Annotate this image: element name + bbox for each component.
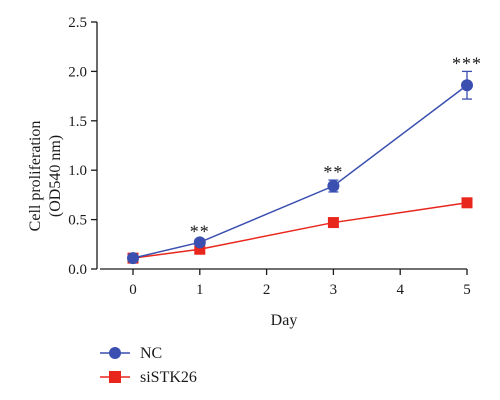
x-tick-label: 4 <box>396 282 404 298</box>
y-tick-label: 1.0 <box>68 163 87 179</box>
x-tick-label: 0 <box>129 282 137 298</box>
legend-item-sistk26: siSTK26 <box>100 369 197 386</box>
x-tick-label: 5 <box>463 282 471 298</box>
y-tick-label: 1.5 <box>68 114 87 130</box>
data-point-nc <box>127 252 139 265</box>
series-nc <box>127 70 473 265</box>
x-axis: 0 1 2 3 4 5 <box>100 268 471 298</box>
legend: NC siSTK26 <box>100 345 197 386</box>
data-point-nc <box>327 180 340 193</box>
data-point-nc <box>193 236 206 249</box>
y-axis: 0.0 0.5 1.0 1.5 2.0 2.5 <box>68 15 98 278</box>
series-layer <box>127 70 473 265</box>
series-sistk26 <box>127 197 473 264</box>
legend-sistk26-marker <box>109 371 121 383</box>
y-tick-label: 0.5 <box>68 213 87 229</box>
data-point-sistk26 <box>327 217 339 229</box>
x-axis-title: Day <box>271 312 298 329</box>
data-point-nc <box>461 79 473 92</box>
significance-label: *** <box>452 53 482 73</box>
significance-label: ** <box>323 162 343 182</box>
data-point-sistk26 <box>194 243 206 255</box>
legend-item-nc: NC <box>100 345 162 362</box>
y-axis-title-line1: Cell proliferation <box>27 121 44 232</box>
x-tick-label: 3 <box>330 282 338 298</box>
series-line-nc <box>132 84 468 259</box>
data-point-sistk26 <box>461 197 473 209</box>
y-axis-title-line2: (OD540 nm) <box>47 135 64 217</box>
significance-label: ** <box>190 221 210 241</box>
legend-nc-label: NC <box>140 345 162 362</box>
legend-sistk26-label: siSTK26 <box>140 369 197 386</box>
y-tick-label: 2.5 <box>68 15 87 31</box>
series-line-sistk26 <box>132 202 468 259</box>
y-tick-label: 0.0 <box>68 262 87 278</box>
x-tick-label: 2 <box>263 282 271 298</box>
significance-annotations: ******* <box>190 53 482 241</box>
y-tick-label: 2.0 <box>68 64 87 80</box>
legend-nc-marker <box>109 347 121 359</box>
x-tick-label: 1 <box>196 282 204 298</box>
